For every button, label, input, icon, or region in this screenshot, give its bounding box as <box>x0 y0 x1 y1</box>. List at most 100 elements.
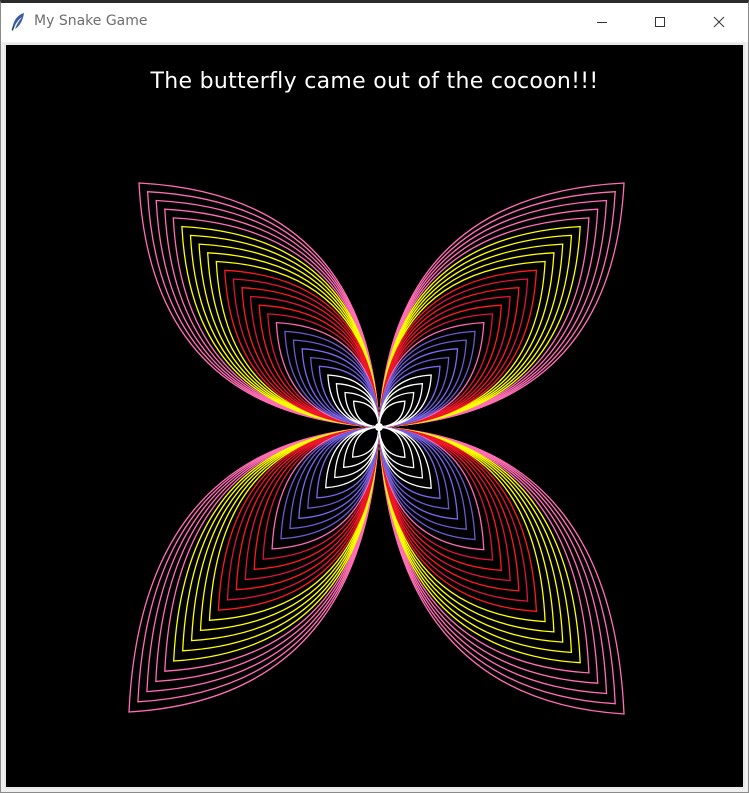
wing-loop <box>378 426 529 602</box>
minimize-icon <box>596 13 608 32</box>
wing-loop <box>378 426 450 510</box>
wing-loop <box>378 426 494 561</box>
minimize-button[interactable] <box>573 3 631 42</box>
wing-loop <box>316 426 380 499</box>
wing-loop <box>378 287 520 428</box>
wing-loop <box>378 426 599 684</box>
game-canvas[interactable]: The butterfly came out of the cocoon!!! <box>6 45 743 787</box>
wing-loop <box>271 426 380 550</box>
wing-loop <box>301 348 380 428</box>
wing-loop <box>351 426 380 458</box>
wing-loop <box>172 217 380 428</box>
maximize-button[interactable] <box>631 3 689 42</box>
wing-loop <box>378 234 573 428</box>
wing-loop <box>318 365 380 428</box>
wing-loop <box>378 426 424 479</box>
wing-loop <box>155 199 380 428</box>
wing-loop <box>249 295 380 428</box>
wing-lower-left <box>128 426 380 713</box>
wing-loop <box>378 426 625 715</box>
wing-loop <box>378 400 406 428</box>
window-title: My Snake Game <box>34 13 148 29</box>
wing-loop <box>378 182 625 428</box>
wing-loop <box>224 269 380 428</box>
wing-loop <box>378 426 573 654</box>
wing-lower-right <box>378 426 625 715</box>
wing-loop <box>182 426 380 652</box>
wing-loop <box>267 313 380 428</box>
wing-loop <box>258 304 380 428</box>
wing-loop <box>378 374 432 428</box>
wing-loop <box>378 426 520 592</box>
butterfly-body <box>375 423 383 431</box>
wing-loop <box>199 426 380 632</box>
close-icon <box>713 13 725 32</box>
wing-loop <box>378 321 485 428</box>
wing-loop <box>208 426 380 621</box>
game-message: The butterfly came out of the cocoon!!! <box>150 69 599 94</box>
wing-loop <box>215 260 380 428</box>
title-bar[interactable]: My Snake Game <box>1 3 748 42</box>
wing-loop <box>378 383 424 428</box>
wing-loop <box>298 426 380 519</box>
wing-loop <box>189 234 380 428</box>
wing-loop <box>378 426 502 571</box>
wing-loop <box>378 313 494 428</box>
wing-loop <box>378 243 564 428</box>
wing-loop <box>378 348 459 428</box>
wing-loop <box>310 356 380 428</box>
window-client-area: The butterfly came out of the cocoon!!! <box>4 43 745 789</box>
wing-loop <box>378 269 538 428</box>
wing-loop <box>378 426 616 705</box>
feather-icon <box>10 12 26 32</box>
wing-loop <box>244 426 380 581</box>
wing-loop <box>335 383 380 428</box>
wing-loop <box>235 426 380 591</box>
wing-loop <box>344 391 380 428</box>
wing-loop <box>378 426 406 459</box>
wing-loop <box>378 426 581 664</box>
wing-loop <box>378 426 432 489</box>
wing-loop <box>378 339 467 428</box>
wing-loop <box>378 426 590 674</box>
wing-loop <box>378 426 476 541</box>
wing-loop <box>378 191 616 428</box>
wing-loop <box>253 426 380 570</box>
wing-loop <box>137 426 380 703</box>
wing-loop <box>378 330 476 428</box>
wing-loop <box>275 321 380 428</box>
wing-loop <box>378 208 599 428</box>
wing-loop <box>292 339 380 428</box>
butterfly-drawing <box>128 182 625 715</box>
wing-loop <box>138 182 380 428</box>
wing-loop <box>378 199 608 428</box>
wing-loop <box>378 426 415 469</box>
wing-loop <box>325 426 380 489</box>
wing-loop <box>173 426 380 662</box>
wing-loop <box>241 287 380 428</box>
wing-loop <box>146 426 380 693</box>
wing-loop <box>378 252 555 428</box>
wing-loop <box>217 426 380 611</box>
wing-loop <box>207 252 380 428</box>
wing-loop <box>181 225 380 428</box>
wing-loop <box>164 426 380 672</box>
close-button[interactable] <box>690 3 748 42</box>
wing-loop <box>378 426 546 623</box>
wing-loop <box>378 295 511 428</box>
wing-loop <box>378 260 546 428</box>
wing-loop <box>378 304 502 428</box>
wing-loop <box>378 426 467 530</box>
wing-loop <box>378 225 581 428</box>
wing-loop <box>198 243 380 428</box>
wing-loop <box>378 217 590 428</box>
wing-loop <box>342 426 380 468</box>
wing-loop <box>327 374 380 428</box>
wing-loop <box>164 208 380 428</box>
wing-loop <box>378 426 511 582</box>
wing-loop <box>378 426 459 520</box>
wing-loop <box>307 426 380 509</box>
maximize-icon <box>654 13 666 32</box>
wing-loop <box>378 356 450 428</box>
